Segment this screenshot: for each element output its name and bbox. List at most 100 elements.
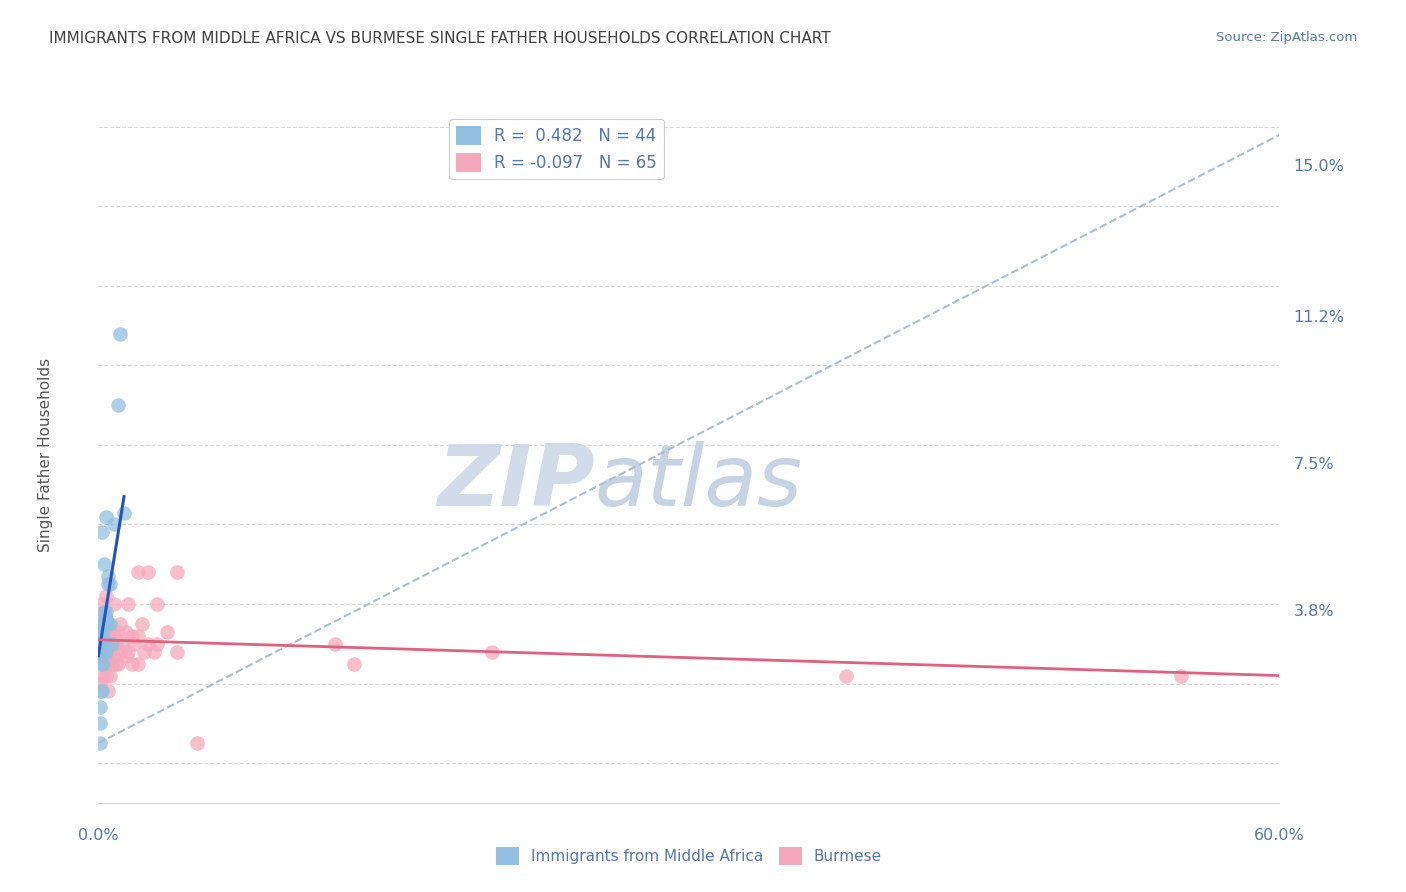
Point <box>101 637 124 651</box>
Point <box>107 624 129 639</box>
Text: 3.8%: 3.8% <box>1294 605 1334 619</box>
Point <box>97 684 120 698</box>
Point <box>91 637 114 651</box>
Point <box>146 597 169 611</box>
Point <box>98 668 121 682</box>
Point <box>481 645 503 659</box>
Text: IMMIGRANTS FROM MIDDLE AFRICA VS BURMESE SINGLE FATHER HOUSEHOLDS CORRELATION CH: IMMIGRANTS FROM MIDDLE AFRICA VS BURMESE… <box>49 31 831 46</box>
Point <box>98 645 121 659</box>
Point <box>91 645 114 659</box>
Point <box>91 657 114 671</box>
Text: atlas: atlas <box>595 442 803 524</box>
Point <box>91 684 114 698</box>
Point <box>91 624 114 639</box>
Point <box>166 565 188 579</box>
Legend: R =  0.482   N = 44, R = -0.097   N = 65: R = 0.482 N = 44, R = -0.097 N = 65 <box>450 119 664 179</box>
Point <box>96 645 118 659</box>
Point <box>89 640 111 655</box>
Point <box>108 616 131 631</box>
Text: 7.5%: 7.5% <box>1294 458 1334 473</box>
Point <box>93 558 115 572</box>
Point <box>1170 668 1192 682</box>
Point <box>103 648 125 663</box>
Point <box>91 597 114 611</box>
Point <box>93 648 115 663</box>
Point <box>93 632 115 647</box>
Point <box>186 736 208 750</box>
Point <box>89 632 111 647</box>
Point <box>166 645 188 659</box>
Point <box>89 645 111 659</box>
Point <box>91 668 114 682</box>
Point <box>93 605 115 619</box>
Point <box>97 629 120 643</box>
Point <box>89 648 111 663</box>
Point <box>91 616 114 631</box>
Legend: Immigrants from Middle Africa, Burmese: Immigrants from Middle Africa, Burmese <box>489 841 889 871</box>
Point <box>89 629 111 643</box>
Point <box>136 637 159 651</box>
Point <box>108 326 131 341</box>
Text: 11.2%: 11.2% <box>1294 310 1344 326</box>
Point <box>93 657 115 671</box>
Point <box>98 577 121 591</box>
Point <box>103 597 125 611</box>
Text: 15.0%: 15.0% <box>1294 159 1344 174</box>
Point <box>115 648 138 663</box>
Point <box>89 624 111 639</box>
Point <box>101 637 124 651</box>
Point <box>89 629 111 643</box>
Point <box>91 629 114 643</box>
Point <box>91 624 114 639</box>
Point <box>91 637 114 651</box>
Point <box>93 645 115 659</box>
Point <box>96 616 118 631</box>
Point <box>97 657 120 671</box>
Point <box>107 657 129 671</box>
Point <box>146 637 169 651</box>
Point <box>96 509 118 524</box>
Point <box>97 637 120 651</box>
Point <box>122 637 145 651</box>
Text: 0.0%: 0.0% <box>79 828 118 843</box>
Point <box>93 613 115 627</box>
Point <box>112 506 135 520</box>
Point <box>89 645 111 659</box>
Point <box>96 645 118 659</box>
Point <box>121 657 143 671</box>
Point <box>96 589 118 603</box>
Point <box>89 637 111 651</box>
Point <box>101 657 124 671</box>
Point <box>136 565 159 579</box>
Point <box>107 398 129 412</box>
Point <box>127 565 149 579</box>
Point <box>105 657 128 671</box>
Point <box>343 657 366 671</box>
Point <box>97 577 120 591</box>
Point <box>132 645 155 659</box>
Text: Single Father Households: Single Father Households <box>38 358 53 552</box>
Point <box>117 645 139 659</box>
Point <box>103 517 125 532</box>
Point <box>142 645 165 659</box>
Point <box>97 569 120 583</box>
Point <box>93 637 115 651</box>
Point <box>89 676 111 690</box>
Point <box>91 616 114 631</box>
Point <box>115 624 138 639</box>
Point <box>108 645 131 659</box>
Text: 60.0%: 60.0% <box>1254 828 1305 843</box>
Point <box>89 637 111 651</box>
Point <box>91 525 114 540</box>
Point <box>96 605 118 619</box>
Point <box>89 657 111 671</box>
Point <box>96 613 118 627</box>
Text: Source: ZipAtlas.com: Source: ZipAtlas.com <box>1216 31 1357 45</box>
Point <box>91 657 114 671</box>
Point <box>127 657 149 671</box>
Point <box>323 637 346 651</box>
Point <box>98 624 121 639</box>
Point <box>91 640 114 655</box>
Point <box>89 700 111 714</box>
Text: ZIP: ZIP <box>437 442 595 524</box>
